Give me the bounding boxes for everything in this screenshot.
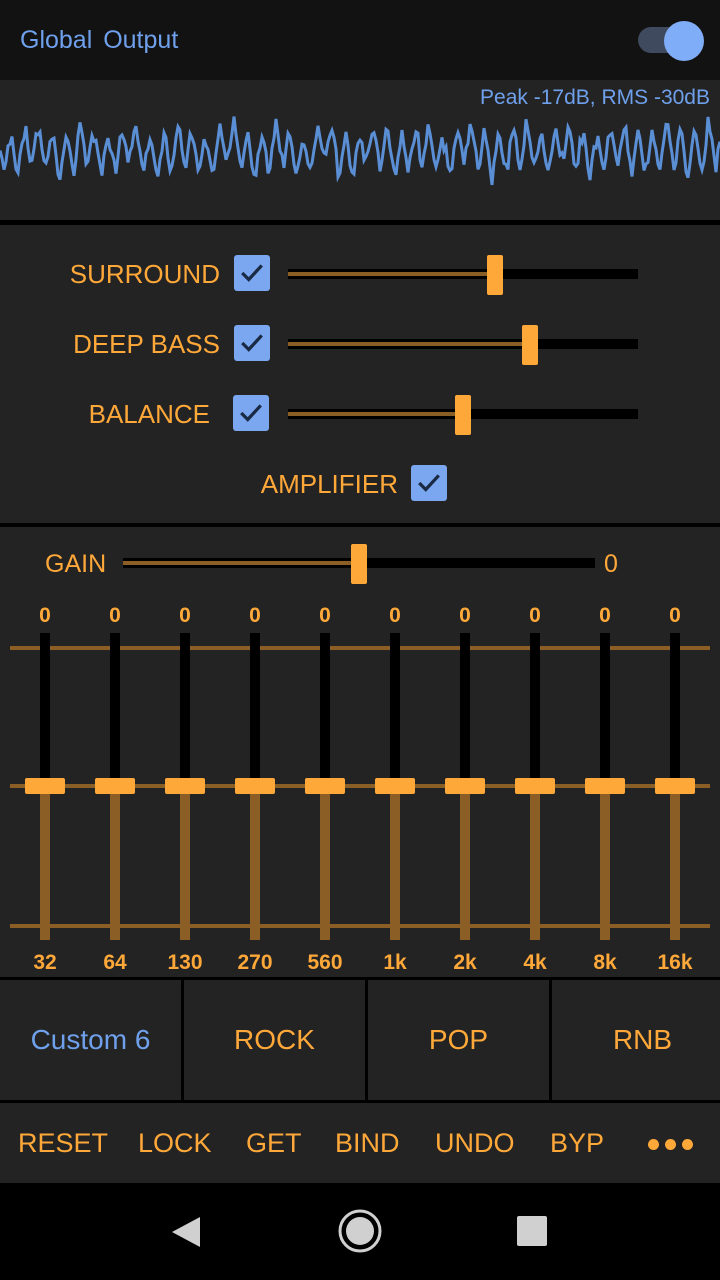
preset-button[interactable]: ROCK [184, 980, 365, 1100]
system-nav-bar [0, 1183, 720, 1280]
gain-fill [123, 561, 359, 565]
action-button[interactable]: RESET [18, 1128, 109, 1158]
band-frequency: 560 [307, 951, 343, 974]
band-frequency: 130 [167, 951, 203, 974]
eq-grid-middle [10, 784, 710, 788]
action-button[interactable]: UNDO [435, 1128, 515, 1158]
band-gain-value: 0 [389, 604, 401, 627]
band-thumb[interactable] [305, 778, 345, 794]
slider-fill [288, 412, 463, 416]
divider [0, 523, 720, 527]
band-gain-value: 0 [529, 604, 541, 627]
preset-label: POP [428, 1024, 489, 1055]
waveform-line [0, 116, 720, 186]
band-thumb[interactable] [585, 778, 625, 794]
slider-fill [288, 272, 495, 276]
band-thumb[interactable] [445, 778, 485, 794]
page-title: Global Output [20, 26, 179, 54]
level-readout: Peak -17dB, RMS -30dB [480, 86, 710, 109]
top-bar [0, 0, 720, 80]
effect-slider[interactable] [288, 395, 638, 435]
band-gain-value: 0 [669, 604, 681, 627]
band-gain-value: 0 [599, 604, 611, 627]
divider [0, 220, 720, 225]
slider-thumb[interactable] [486, 255, 503, 295]
gain-label: GAIN [45, 550, 107, 578]
preset-label: RNB [612, 1024, 673, 1055]
band-frequency: 32 [33, 951, 57, 974]
band-frequency: 1k [383, 951, 407, 974]
amplifier-checkbox[interactable] [411, 465, 447, 501]
effect-slider[interactable] [288, 325, 638, 365]
effect-label: SURROUND [69, 259, 220, 289]
band-gain-value: 0 [249, 604, 261, 627]
check-icon [418, 474, 440, 492]
amplifier-label: AMPLIFIER [260, 469, 398, 499]
eq-grid-top [10, 646, 710, 650]
band-thumb[interactable] [235, 778, 275, 794]
band-frequency: 8k [593, 951, 617, 974]
band-thumb[interactable] [95, 778, 135, 794]
effect-label: BALANCE [88, 399, 210, 429]
band-thumb[interactable] [165, 778, 205, 794]
effect-label: DEEP BASS [73, 329, 220, 359]
band-frequency: 16k [657, 951, 693, 974]
gain-value: 0 [604, 550, 618, 578]
back-icon[interactable] [170, 1215, 202, 1249]
band-gain-value: 0 [39, 604, 51, 627]
band-frequency: 270 [237, 951, 273, 974]
eq-grid-bottom [10, 924, 710, 928]
band-thumb[interactable] [375, 778, 415, 794]
band-gain-value: 0 [179, 604, 191, 627]
effect-checkbox[interactable] [233, 395, 269, 431]
preset-button[interactable]: POP [368, 980, 549, 1100]
preset-label: ROCK [234, 1024, 315, 1055]
recents-icon[interactable] [517, 1216, 547, 1246]
gain-slider[interactable] [123, 544, 595, 584]
band-frequency: 4k [523, 951, 547, 974]
band-gain-value: 0 [459, 604, 471, 627]
band-gain-value: 0 [319, 604, 331, 627]
action-button[interactable]: BYP [550, 1128, 605, 1158]
band-frequency: 2k [453, 951, 477, 974]
effect-checkbox[interactable] [234, 255, 270, 291]
check-icon [240, 404, 262, 422]
band-thumb[interactable] [655, 778, 695, 794]
preset-button[interactable]: RNB [552, 980, 720, 1100]
effect-slider[interactable] [288, 255, 638, 295]
band-gain-value: 0 [109, 604, 121, 627]
action-button[interactable]: GET [246, 1128, 302, 1158]
gain-thumb[interactable] [351, 544, 367, 584]
waveform-display [0, 80, 720, 220]
band-frequency: 64 [103, 951, 127, 974]
slider-thumb[interactable] [455, 395, 471, 435]
slider-fill [288, 342, 530, 346]
check-icon [241, 334, 263, 352]
home-icon[interactable] [337, 1208, 383, 1254]
effect-checkbox[interactable] [234, 325, 270, 361]
action-button[interactable]: LOCK [138, 1128, 212, 1158]
more-horizontal-icon[interactable] [648, 1139, 693, 1150]
band-thumb[interactable] [25, 778, 65, 794]
preset-label: Custom 6 [30, 1024, 151, 1055]
preset-button[interactable]: Custom 6 [0, 980, 181, 1100]
check-icon [241, 264, 263, 282]
toggle-thumb[interactable] [664, 21, 704, 61]
slider-thumb[interactable] [521, 325, 538, 365]
action-button[interactable]: BIND [335, 1128, 400, 1158]
band-thumb[interactable] [515, 778, 555, 794]
